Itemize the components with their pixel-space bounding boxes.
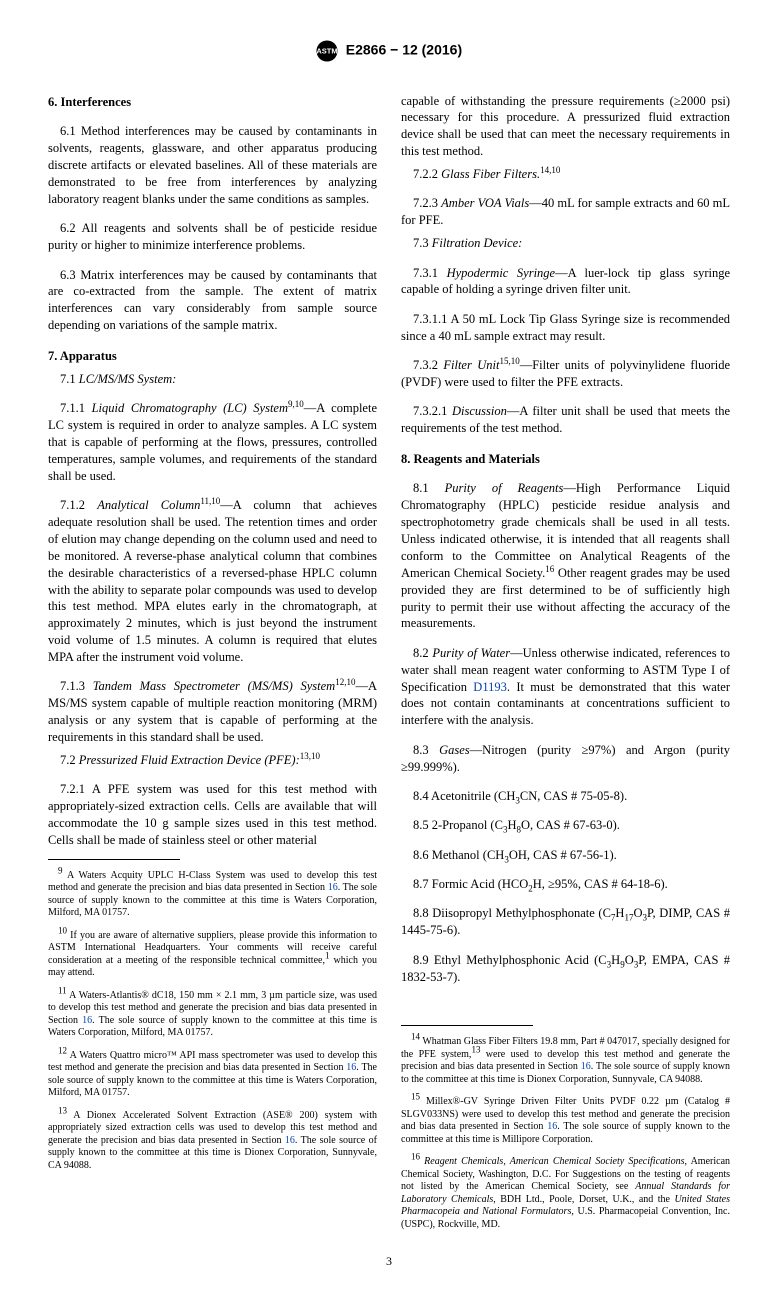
page-header: ASTM E2866 − 12 (2016) xyxy=(48,40,730,62)
para-7-1-3: 7.1.3 Tandem Mass Spectrometer (MS/MS) S… xyxy=(48,678,377,746)
left-footnotes: 9 A Waters Acquity UPLC H-Class System w… xyxy=(48,859,377,1173)
para-7-2-1-cont: capable of withstanding the pressure req… xyxy=(401,93,730,161)
right-footnotes: 14 Whatman Glass Fiber Filters 19.8 mm, … xyxy=(401,1025,730,1231)
footnote-11: 11 A Waters-Atlantis® dC18, 150 mm × 2.1… xyxy=(48,990,377,1040)
para-7-3-1-1: 7.3.1.1 A 50 mL Lock Tip Glass Syringe s… xyxy=(401,311,730,345)
para-8-7: 8.7 Formic Acid (HCO2H, ≥95%, CAS # 64-1… xyxy=(401,876,730,893)
para-7-2-2: 7.2.2 Glass Fiber Filters.14,10 xyxy=(401,166,730,183)
para-6-3: 6.3 Matrix interferences may be caused b… xyxy=(48,267,377,335)
footnote-15: 15 Millex®-GV Syringe Driven Filter Unit… xyxy=(401,1096,730,1146)
para-8-5: 8.5 2-Propanol (C3H8O, CAS # 67-63-0). xyxy=(401,817,730,834)
astm-logo-icon: ASTM xyxy=(316,40,338,62)
spec-d1193-link[interactable]: D1193 xyxy=(473,680,507,694)
section-6-heading: 6. Interferences xyxy=(48,94,377,111)
para-8-8: 8.8 Diisopropyl Methylphosphonate (C7H17… xyxy=(401,905,730,939)
para-7-2-3: 7.2.3 Amber VOA Vials—40 mL for sample e… xyxy=(401,195,730,229)
para-7-1-1: 7.1.1 Liquid Chromatography (LC) System9… xyxy=(48,400,377,484)
footnote-10: 10 If you are aware of alternative suppl… xyxy=(48,930,377,980)
para-8-3: 8.3 Gases—Nitrogen (purity ≥97%) and Arg… xyxy=(401,742,730,776)
para-7-2: 7.2 Pressurized Fluid Extraction Device … xyxy=(48,752,377,769)
para-7-2-1: 7.2.1 A PFE system was used for this tes… xyxy=(48,781,377,849)
para-8-2: 8.2 Purity of Water—Unless otherwise ind… xyxy=(401,645,730,729)
footnote-rule xyxy=(401,1025,533,1026)
footnote-rule xyxy=(48,859,180,860)
para-6-1: 6.1 Method interferences may be caused b… xyxy=(48,123,377,207)
para-8-9: 8.9 Ethyl Methylphosphonic Acid (C3H9O3P… xyxy=(401,952,730,986)
para-8-6: 8.6 Methanol (CH3OH, CAS # 67-56-1). xyxy=(401,847,730,864)
page-number: 3 xyxy=(48,1253,730,1269)
para-7-3-2: 7.3.2 Filter Unit15,10—Filter units of p… xyxy=(401,357,730,391)
footnote-12: 12 A Waters Quattro micro™ API mass spec… xyxy=(48,1050,377,1100)
section-8-heading: 8. Reagents and Materials xyxy=(401,451,730,468)
para-7-1: 7.1 LC/MS/MS System: xyxy=(48,371,377,388)
body-columns: 6. Interferences 6.1 Method interference… xyxy=(48,80,730,1233)
svg-text:ASTM: ASTM xyxy=(316,47,337,56)
footnote-13: 13 A Dionex Accelerated Solvent Extracti… xyxy=(48,1110,377,1173)
para-8-1: 8.1 Purity of Reagents—High Performance … xyxy=(401,480,730,632)
para-7-3-2-1: 7.3.2.1 Discussion—A filter unit shall b… xyxy=(401,403,730,437)
section-7-heading: 7. Apparatus xyxy=(48,348,377,365)
footnote-14: 14 Whatman Glass Fiber Filters 19.8 mm, … xyxy=(401,1036,730,1086)
footnote-9: 9 A Waters Acquity UPLC H-Class System w… xyxy=(48,870,377,920)
para-7-1-2: 7.1.2 Analytical Column11,10—A column th… xyxy=(48,497,377,666)
para-7-3-1: 7.3.1 Hypodermic Syringe—A luer-lock tip… xyxy=(401,265,730,299)
designation-text: E2866 − 12 (2016) xyxy=(346,42,462,58)
para-7-3: 7.3 Filtration Device: xyxy=(401,235,730,252)
footnote-16: 16 Reagent Chemicals, American Chemical … xyxy=(401,1156,730,1231)
para-8-4: 8.4 Acetonitrile (CH3CN, CAS # 75-05-8). xyxy=(401,788,730,805)
para-6-2: 6.2 All reagents and solvents shall be o… xyxy=(48,220,377,254)
